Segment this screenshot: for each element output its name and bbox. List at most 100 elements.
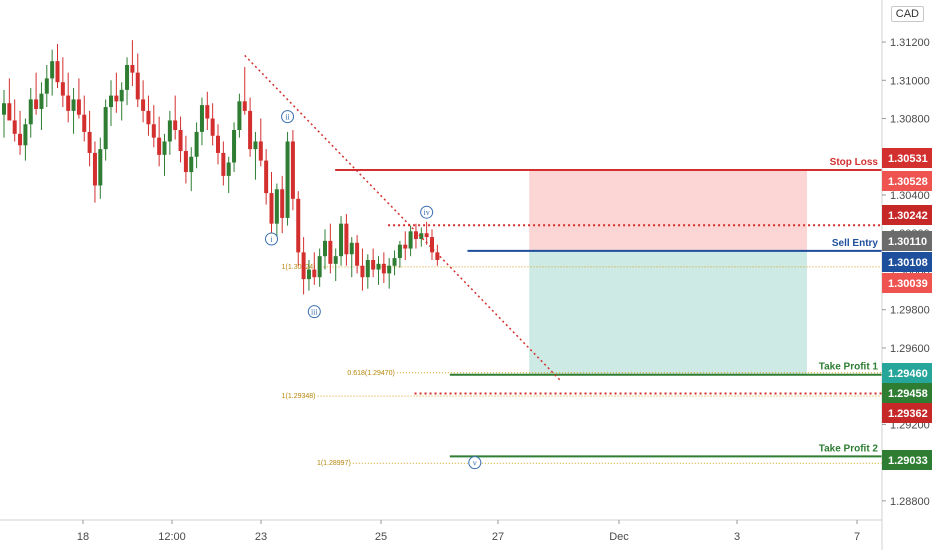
candle-body [60,82,65,96]
candle-body [419,233,424,239]
candle-body [205,105,210,119]
candle-body [296,198,301,253]
candle-body [306,269,311,280]
candle-body [119,89,124,102]
y-tick-label: 1.29800 [890,305,930,317]
candle-body [44,78,49,94]
candle-body [248,110,253,150]
y-tick-label: 1.31200 [890,37,930,49]
candle-body [98,149,103,186]
currency-badge[interactable]: CAD [890,6,924,22]
price-badge-label: 1.29460 [888,368,928,380]
candle-body [135,72,140,100]
wave-circle [281,110,295,124]
candle-body [344,223,349,255]
x-tick-label: 27 [492,531,504,543]
level-label: Take Profit 2 [819,443,879,454]
x-tick-label: Dec [609,531,629,543]
price-badge-label: 1.29362 [888,408,928,420]
candle-body [269,193,274,224]
y-tick-label: 1.30400 [890,190,930,202]
price-badge [882,171,932,191]
candle-body [199,105,204,132]
candle-body [189,156,194,173]
y-tick-label: 1.29600 [890,343,930,355]
candle-body [216,135,220,153]
price-badge [882,205,932,225]
candle-body [424,233,429,238]
candle-body [109,95,113,108]
candle-body [50,61,55,79]
candle-body [55,61,60,83]
x-tick-label: 25 [375,531,387,543]
candle-body [18,133,23,146]
candle-body [397,244,402,259]
candle-body [264,160,269,194]
candle-body [183,151,188,173]
candle-body [333,256,338,264]
price-badge-label: 1.30108 [888,257,928,269]
candle-body [28,99,33,125]
x-tick-label: 23 [255,531,267,543]
candle-body [34,99,39,109]
price-badge-label: 1.30531 [888,153,928,165]
price-badge [882,450,932,470]
fibonacci-levels: 1(1.30024) 0.618(1.29470) 1(1.29348) 1(1.28… [282,264,882,467]
trendline-dotted [244,54,561,381]
candle-body [258,141,263,161]
price-badge [882,403,932,423]
candle-body [301,252,306,280]
fib-label: 0.618(1.29470) [347,370,394,377]
candle-body [2,103,6,115]
candle-body [92,152,97,186]
candle-body [290,141,295,199]
candle-body [103,107,108,150]
candle-body [323,240,327,257]
wave-label: ii [285,113,290,122]
price-badges: 1.30531 1.30528 1.30242 1.30110 1.30108 1.300… [882,148,932,470]
candle-body [355,242,360,266]
price-levels: Stop Loss Sell Entry Take Profit 1 Take Pro… [335,157,882,458]
price-badge-label: 1.30242 [888,210,928,222]
price-badge [882,273,932,293]
candle-body [7,103,12,121]
price-badge-label: 1.30528 [888,176,928,188]
price-badge-label: 1.29033 [888,455,928,467]
candle-body [12,120,17,134]
candle-body [280,189,285,218]
candle-body [242,101,247,111]
candle-body [194,131,199,157]
candle-body [146,110,151,125]
candle-body [285,141,290,218]
candle-body [141,99,146,111]
candle-body [403,244,408,249]
x-tick-label: 7 [854,531,860,543]
candle-body [71,99,76,111]
candle-body [87,131,92,153]
candle-body [253,141,258,150]
y-tick-label: 1.30800 [890,114,930,126]
price-badge [882,231,932,251]
candle-body [317,256,322,278]
reward-zone [529,250,808,375]
wave-label: v [473,459,477,468]
price-badge [882,252,932,272]
trendline [244,54,561,381]
candle-body [408,231,413,249]
x-tick-label: 12:00 [158,531,186,543]
candlestick-series [2,40,440,295]
wave-label: iv [424,208,430,217]
candle-body [237,101,242,130]
candle-body [413,231,418,239]
wave-circle [265,232,278,246]
position-zones [529,169,808,375]
price-badge [882,148,932,168]
candle-body [39,93,44,109]
x-tick-label: 3 [734,531,740,543]
y-tick-label: 1.31000 [890,75,930,87]
candle-body [328,240,333,264]
price-badge-label: 1.30039 [888,278,928,290]
candle-body [376,263,381,270]
